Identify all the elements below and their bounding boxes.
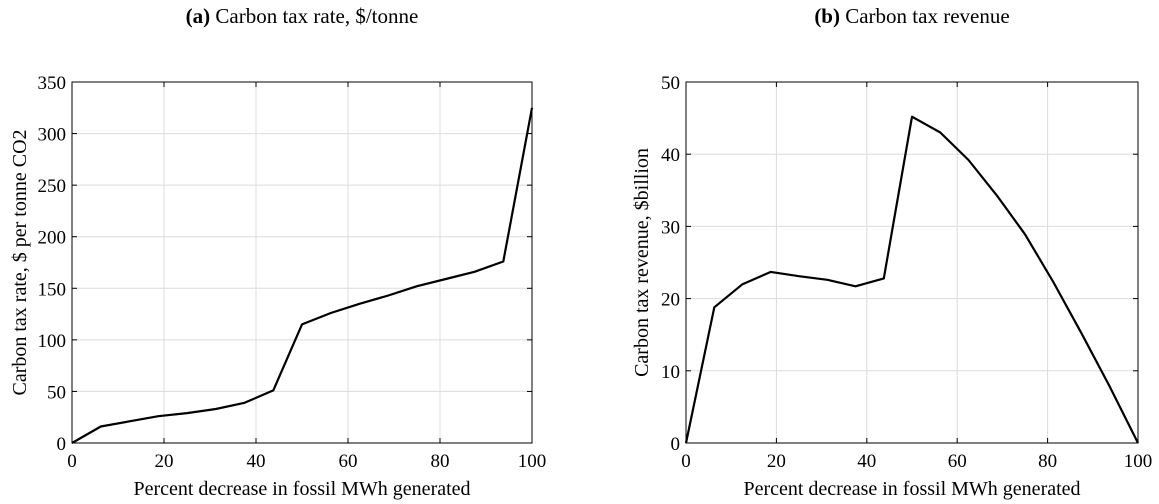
chart-b-ytick-label: 0: [671, 434, 681, 455]
chart-b-ytick-label: 30: [661, 217, 680, 238]
chart-a-ytick-label: 100: [38, 331, 67, 352]
chart-a-ytick-label: 300: [38, 125, 67, 146]
chart-b-series-line: [684, 115, 1139, 444]
chart-a-xtick-label: 20: [155, 451, 174, 472]
chart-b-ytick-label: 10: [661, 362, 680, 383]
panel-b-title: (b) Carbon tax revenue: [686, 4, 1138, 29]
chart-b-ylabel: Carbon tax revenue, $billion: [631, 148, 653, 377]
chart-b: 0 20 40 60 80 100 0 10 20 30 40 50 Percent decrease …: [631, 73, 1152, 500]
chart-b-ytick-label: 20: [661, 290, 680, 311]
chart-a-ytick-label: 250: [38, 176, 67, 197]
chart-b-xtick-label: 100: [1124, 451, 1153, 472]
panel-b-title-text: Carbon tax revenue: [845, 4, 1010, 28]
chart-a-xtick-label: 0: [67, 451, 77, 472]
chart-a-xtick-label: 40: [247, 451, 266, 472]
chart-a-ytick-label: 150: [38, 279, 67, 300]
chart-a-ytick-label: 50: [47, 382, 66, 403]
chart-b-xlabel: Percent decrease in fossil MWh generated: [743, 478, 1080, 500]
chart-a: 0 20 40 60 80 100 0 50 100 150 200 250 300 350 Percent…: [9, 73, 546, 500]
chart-a-ytick-label: 0: [57, 434, 67, 455]
chart-a-ylabel: Carbon tax rate, $ per tonne CO2: [9, 129, 31, 395]
chart-b-xtick-label: 80: [1038, 451, 1057, 472]
chart-b-xtick-label: 40: [857, 451, 876, 472]
chart-a-axes-box: [71, 81, 533, 444]
panel-a-title-text: Carbon tax rate, $/tonne: [215, 4, 419, 28]
chart-a-xtick-label: 60: [339, 451, 358, 472]
panel-a-tag: (a): [185, 4, 211, 28]
chart-b-xtick-label: 20: [767, 451, 786, 472]
chart-b-axes-box: [685, 81, 1139, 444]
panel-a-title: (a) Carbon tax rate, $/tonne: [72, 4, 532, 29]
panel-b-tag: (b): [814, 4, 840, 28]
chart-a-ytick-label: 350: [38, 73, 67, 94]
chart-a-ytick-label: 200: [38, 228, 67, 249]
chart-a-xtick-label: 80: [431, 451, 450, 472]
chart-a-xlabel: Percent decrease in fossil MWh generated: [133, 478, 470, 500]
chart-b-ytick-label: 50: [661, 73, 680, 94]
chart-b-xtick-label: 0: [681, 451, 691, 472]
chart-b-ytick-label: 40: [661, 145, 680, 166]
chart-a-xtick-label: 100: [518, 451, 547, 472]
chart-b-xtick-label: 60: [948, 451, 967, 472]
chart-a-series-line: [71, 107, 534, 444]
